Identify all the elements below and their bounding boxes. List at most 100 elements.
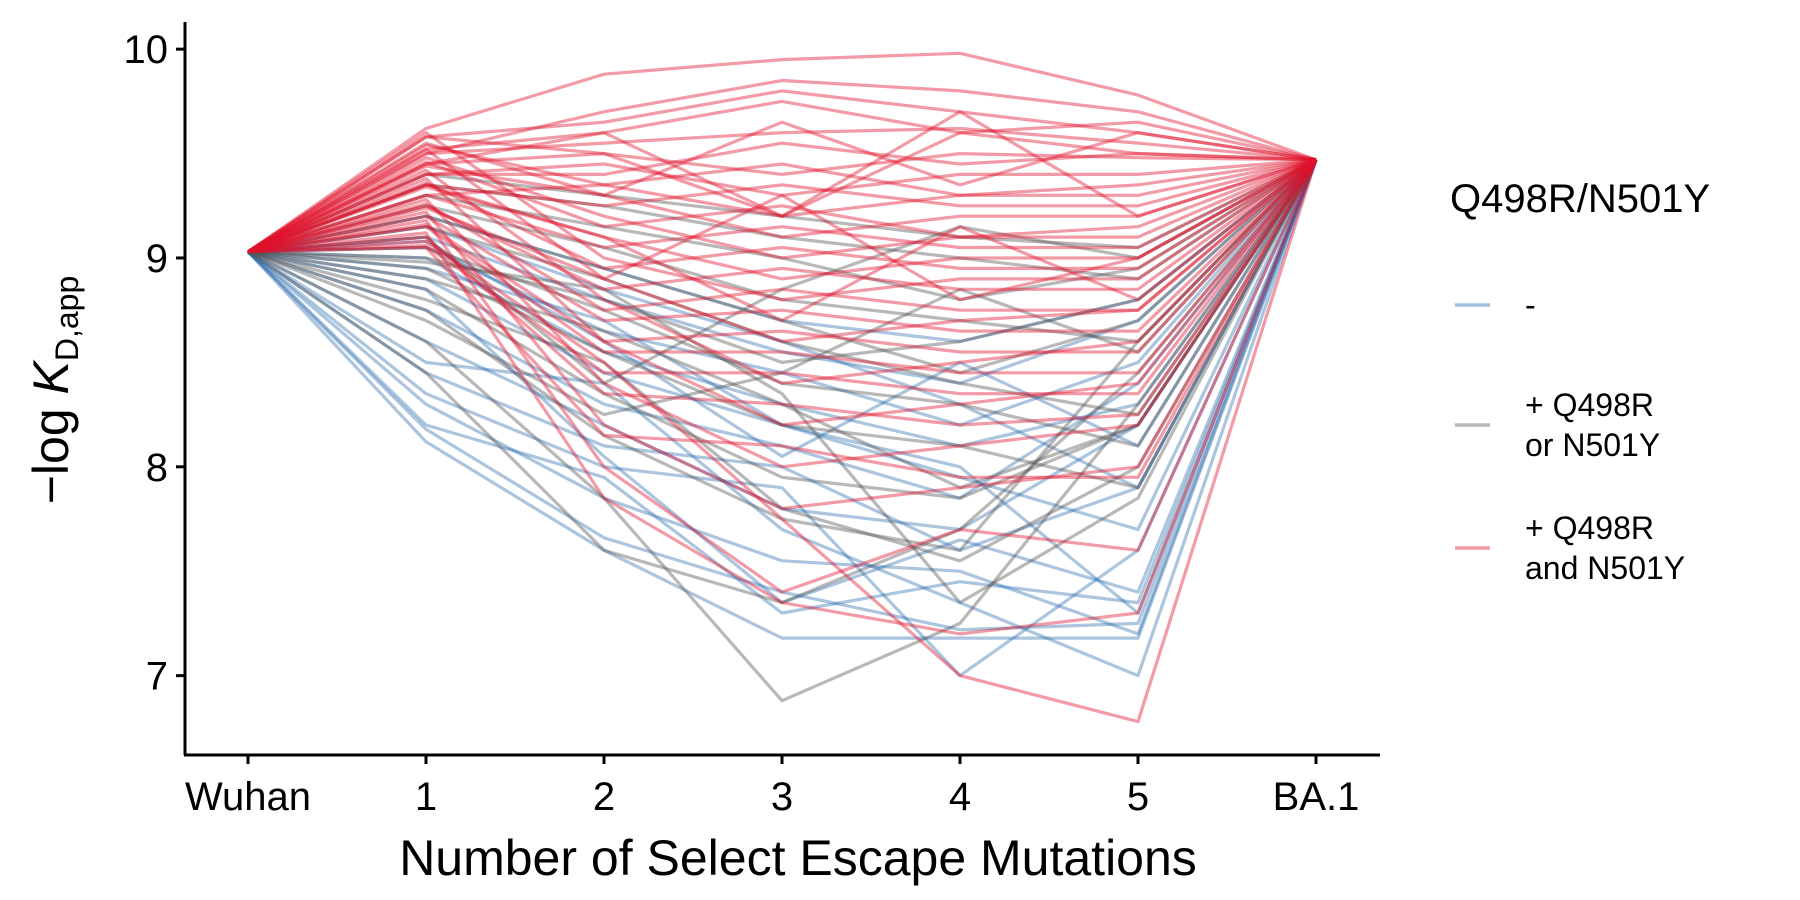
series-line-both-71: [247, 158, 1318, 396]
y-tick-label-10: 10: [124, 28, 169, 72]
series-line-both-75: [247, 158, 1317, 302]
series-line-one-30: [247, 158, 1318, 375]
series-line-none-3: [246, 159, 1318, 615]
series-line-none-10: [247, 158, 1318, 427]
series-line-both-61: [247, 158, 1318, 333]
series-line-both-52: [247, 159, 1318, 594]
series-line-both-74: [247, 158, 1317, 323]
series-line-one-20: [247, 158, 1318, 344]
legend-label-none-0: -: [1525, 287, 1536, 323]
y-tick-label-7: 7: [146, 655, 168, 699]
series-line-both-67: [247, 158, 1317, 254]
series-line-both-57: [247, 141, 1317, 254]
series-line-one-32: [247, 158, 1318, 490]
x-axis-ticks: Wuhan 1 2 3 4 5 BA.1: [185, 755, 1359, 819]
series-line-one-36: [247, 159, 1318, 605]
series-line-both-68: [247, 158, 1317, 270]
x-tick-label-1: 1: [415, 775, 437, 819]
legend: Q498R/N501Y - + Q498R or N501Y + Q498R and N…: [1450, 177, 1710, 586]
y-axis-ticks: 7 8 9 10: [124, 28, 185, 699]
series-line-one-35: [247, 158, 1317, 385]
legend-label-one-0: + Q498R: [1525, 387, 1654, 423]
series-line-both-70: [247, 158, 1318, 354]
series-line-one-19: [247, 158, 1317, 281]
series-line-both-44: [247, 156, 1317, 260]
series-line-both-50: [247, 158, 1318, 469]
series-line-one-24: [247, 158, 1318, 500]
y-axis-title-sub: D,app: [49, 276, 85, 361]
series-line-both-62: [247, 158, 1318, 375]
series-line-one-31: [247, 158, 1317, 364]
series-line-none-4: [247, 159, 1318, 678]
series-line-none-18: [247, 158, 1318, 458]
series-line-both-69: [247, 158, 1318, 312]
series-line-both-46: [247, 131, 1317, 302]
series-line-both-39: [247, 126, 1317, 254]
series-line-both-66: [247, 143, 1317, 254]
series-line-none-13: [246, 159, 1318, 636]
series-line-both-38: [247, 89, 1317, 254]
x-tick-label-3: 3: [771, 775, 793, 819]
series-line-none-17: [247, 159, 1318, 605]
series-line-both-45: [247, 158, 1317, 281]
series-line-both-43: [247, 141, 1317, 254]
series-line-none-5: [247, 159, 1318, 552]
series-lines: [246, 51, 1318, 724]
x-tick-label-4: 4: [949, 775, 971, 819]
series-line-both-72: [247, 110, 1317, 254]
legend-label-both-1: and N501Y: [1525, 550, 1685, 586]
series-line-none-6: [247, 158, 1318, 532]
series-line-none-1: [246, 159, 1318, 640]
series-line-both-55: [247, 78, 1317, 254]
series-line-none-8: [247, 159, 1318, 615]
series-line-one-33: [247, 158, 1318, 563]
series-line-both-65: [247, 131, 1317, 254]
series-line-both-47: [247, 147, 1318, 344]
y-tick-label-9: 9: [146, 237, 168, 281]
series-line-one-34: [247, 158, 1318, 417]
x-tick-label-2: 2: [593, 775, 615, 819]
x-tick-label-BA.1: BA.1: [1273, 775, 1360, 819]
series-line-one-27: [247, 158, 1318, 605]
series-line-both-51: [247, 158, 1318, 511]
series-line-both-63: [247, 158, 1318, 427]
x-axis-title: Number of Select Escape Mutations: [399, 830, 1197, 886]
legend-title: Q498R/N501Y: [1450, 177, 1710, 221]
series-line-none-16: [247, 159, 1318, 490]
series-line-one-28: [247, 158, 1317, 254]
y-tick-label-8: 8: [146, 446, 168, 490]
series-line-both-42: [247, 158, 1317, 254]
series-line-none-11: [247, 158, 1318, 385]
series-line-both-41: [247, 158, 1317, 254]
x-tick-label-5: 5: [1127, 775, 1149, 819]
legend-label-one-1: or N501Y: [1525, 427, 1660, 463]
series-line-none-9: [247, 158, 1318, 448]
series-line-none-12: [247, 158, 1317, 344]
series-line-one-25: [247, 158, 1318, 552]
series-line-both-64: [247, 159, 1318, 479]
series-line-none-2: [246, 159, 1318, 632]
series-line-both-40: [247, 152, 1317, 254]
series-line-none-7: [247, 158, 1318, 500]
series-line-one-21: [247, 158, 1318, 417]
x-tick-label-Wuhan: Wuhan: [185, 775, 311, 819]
series-line-both-56: [247, 99, 1317, 254]
series-line-both-49: [247, 158, 1318, 427]
series-line-none-14: [247, 159, 1318, 678]
series-line-both-60: [247, 158, 1317, 291]
series-line-one-23: [247, 159, 1318, 490]
series-line-both-53: [247, 159, 1318, 636]
y-axis-title: −log KD,app: [23, 276, 85, 505]
series-line-both-37: [247, 51, 1317, 254]
series-line-one-26: [247, 158, 1318, 703]
series-line-both-73: [247, 120, 1317, 254]
y-axis-title-var: K: [23, 358, 79, 394]
series-line-both-58: [247, 158, 1317, 254]
series-line-both-59: [247, 158, 1317, 254]
series-line-both-48: [247, 158, 1318, 385]
y-axis-title-prefix: −log: [23, 394, 79, 504]
series-line-one-22: [247, 158, 1318, 448]
legend-label-both-0: + Q498R: [1525, 510, 1654, 546]
series-line-one-29: [247, 158, 1317, 302]
